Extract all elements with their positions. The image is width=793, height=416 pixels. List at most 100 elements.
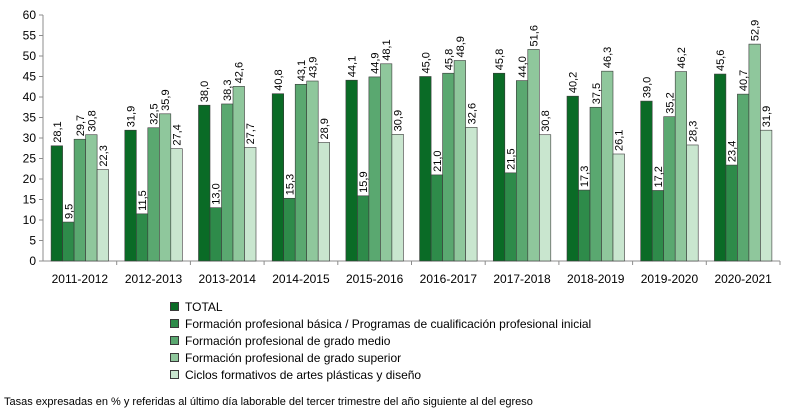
- x-tick-label: 2015-2016: [346, 272, 404, 286]
- data-label: 44,1: [347, 56, 359, 77]
- legend-item-grado-superior: Formación profesional de grado superior: [170, 349, 591, 366]
- legend-label-fp-basica: Formación profesional básica / Programas…: [185, 316, 592, 331]
- data-label: 28,3: [687, 121, 699, 142]
- bar: [159, 113, 172, 262]
- legend-swatch-artes-plasticas: [170, 370, 179, 379]
- data-label: 31,9: [761, 106, 773, 127]
- x-tick-label: 2020-2021: [714, 272, 772, 286]
- data-label: 28,1: [52, 121, 64, 142]
- bar: [124, 129, 137, 262]
- data-label: 40,2: [568, 72, 580, 93]
- bar: [244, 147, 257, 262]
- bar: [748, 43, 761, 262]
- bar: [651, 190, 665, 262]
- legend: TOTAL Formación profesional básica / Pro…: [170, 298, 591, 383]
- data-label: 46,3: [602, 47, 614, 68]
- legend-swatch-grado-medio: [170, 336, 179, 345]
- data-label: 27,4: [172, 124, 184, 145]
- bar: [198, 104, 211, 262]
- data-label: 26,1: [614, 130, 626, 151]
- data-label: 21,0: [432, 150, 444, 171]
- data-label: 13,0: [211, 183, 223, 204]
- data-label: 42,6: [234, 62, 246, 83]
- data-label: 22,3: [98, 145, 110, 166]
- bar: [62, 221, 75, 262]
- data-label: 52,9: [750, 20, 762, 41]
- data-label: 39,0: [641, 77, 653, 98]
- y-tick-label: 10: [23, 213, 37, 227]
- data-label: 30,9: [393, 110, 405, 131]
- bar: [737, 93, 750, 262]
- y-tick-label: 40: [23, 90, 37, 104]
- bar: [612, 153, 625, 262]
- data-label: 35,9: [160, 89, 172, 110]
- data-label: 44,9: [370, 52, 382, 73]
- legend-item-artes-plasticas: Ciclos formativos de artes plásticas y d…: [170, 366, 591, 383]
- data-label: 40,8: [273, 69, 285, 90]
- bar: [430, 174, 443, 262]
- data-label: 45,8: [494, 49, 506, 70]
- legend-swatch-fp-basica: [170, 319, 179, 328]
- bar: [345, 79, 358, 262]
- x-tick-label: 2017-2018: [493, 272, 551, 286]
- footnote: Tasas expresadas en % y referidas al últ…: [4, 396, 533, 408]
- data-label: 44,0: [517, 56, 529, 77]
- bar: [170, 148, 183, 262]
- data-label: 30,8: [540, 110, 552, 131]
- data-label: 28,9: [319, 118, 331, 139]
- data-label: 29,7: [75, 115, 87, 136]
- bar: [674, 71, 688, 262]
- legend-swatch-grado-superior: [170, 353, 179, 362]
- bar: [566, 95, 579, 262]
- data-label: 48,1: [381, 39, 393, 60]
- bar: [538, 134, 552, 262]
- bar: [578, 189, 591, 262]
- y-tick-label: 20: [23, 172, 37, 186]
- bar: [601, 70, 614, 262]
- bar: [663, 116, 676, 262]
- bar: [760, 129, 773, 262]
- legend-label-artes-plasticas: Ciclos formativos de artes plásticas y d…: [185, 367, 422, 382]
- bar: [306, 80, 319, 262]
- data-label: 32,6: [466, 103, 478, 124]
- bar: [492, 72, 506, 262]
- data-label: 51,6: [529, 25, 541, 46]
- y-tick-label: 5: [29, 234, 36, 248]
- bar: [294, 83, 308, 262]
- data-label: 37,5: [591, 83, 603, 104]
- legend-swatch-total: [170, 302, 179, 311]
- data-label: 45,0: [420, 52, 432, 73]
- data-label: 11,5: [137, 190, 149, 211]
- y-tick-label: 30: [23, 131, 37, 145]
- bar: [640, 100, 653, 262]
- data-label: 38,3: [222, 80, 234, 101]
- bar: [686, 144, 699, 262]
- data-label: 23,4: [727, 141, 739, 162]
- bar: [357, 195, 370, 262]
- data-label: 40,7: [738, 70, 750, 91]
- data-label: 15,9: [358, 171, 370, 192]
- x-tick-label: 2013-2014: [199, 272, 257, 286]
- bar: [465, 127, 478, 262]
- y-tick-label: 0: [29, 254, 36, 268]
- legend-label-total: TOTAL: [185, 299, 223, 314]
- y-tick-label: 55: [23, 29, 37, 43]
- bar: [527, 49, 540, 262]
- bar: [725, 164, 738, 262]
- data-label: 43,9: [307, 57, 319, 78]
- bar: [515, 80, 529, 262]
- data-label: 48,9: [455, 36, 467, 57]
- bar: [50, 145, 63, 262]
- x-tick-label: 2016-2017: [420, 272, 478, 286]
- legend-item-grado-medio: Formación profesional de grado medio: [170, 332, 591, 349]
- bar: [96, 169, 109, 262]
- bar: [391, 134, 404, 262]
- x-tick-label: 2018-2019: [567, 272, 625, 286]
- bar: [147, 127, 160, 262]
- data-label: 35,2: [664, 92, 676, 113]
- legend-item-total: TOTAL: [170, 298, 591, 315]
- bar: [232, 86, 245, 262]
- legend-item-fp-basica: Formación profesional básica / Programas…: [170, 315, 591, 332]
- data-label: 17,2: [653, 166, 665, 187]
- bar-chart: 0 5 10 15 20 25 30 35 40 45 50 55 60 2011-2012 28,1 9,5…: [23, 8, 781, 286]
